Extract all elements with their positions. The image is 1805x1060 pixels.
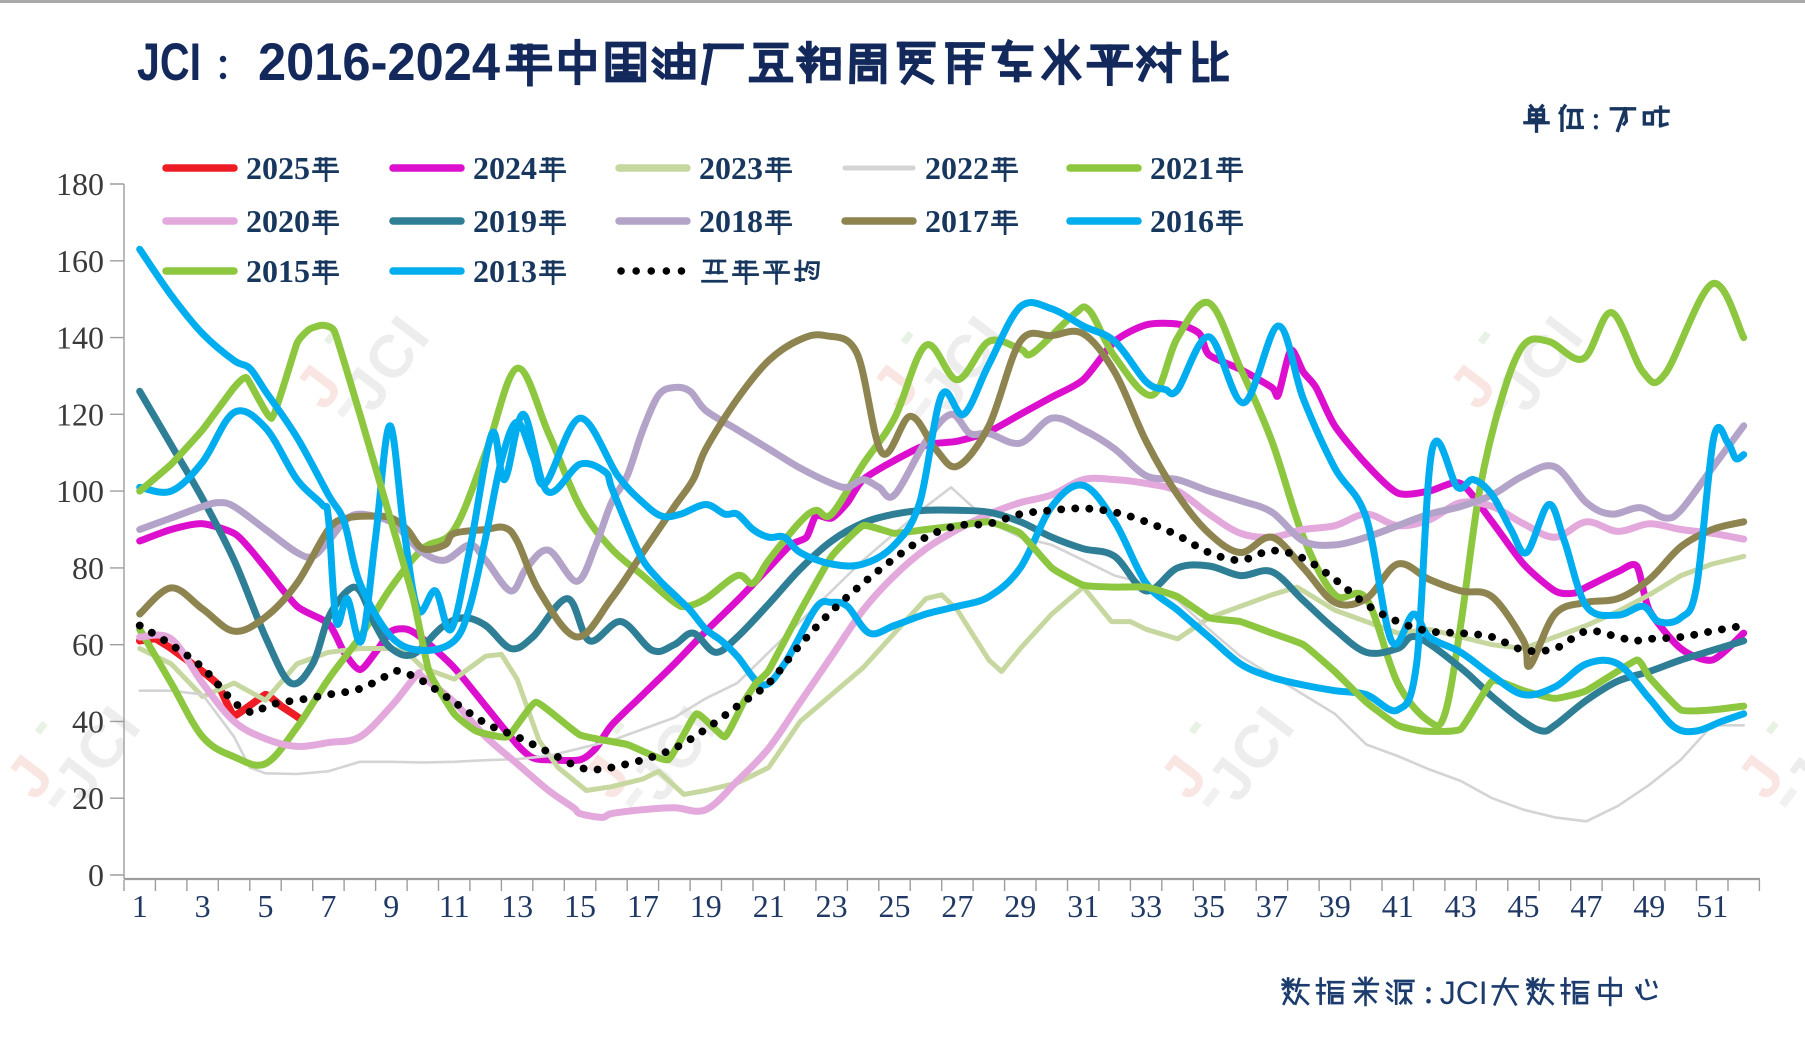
svg-text:2015: 2015 bbox=[246, 253, 310, 289]
svg-text:35: 35 bbox=[1193, 888, 1225, 924]
svg-text:180: 180 bbox=[56, 166, 104, 202]
svg-text:21: 21 bbox=[753, 888, 785, 924]
svg-text:100: 100 bbox=[56, 473, 104, 509]
svg-text:11: 11 bbox=[439, 888, 470, 924]
svg-text:47: 47 bbox=[1570, 888, 1602, 924]
svg-text:49: 49 bbox=[1633, 888, 1665, 924]
svg-text:25: 25 bbox=[879, 888, 911, 924]
svg-text:41: 41 bbox=[1382, 888, 1414, 924]
svg-text:2025: 2025 bbox=[246, 150, 310, 186]
svg-text:37: 37 bbox=[1256, 888, 1288, 924]
svg-text:15: 15 bbox=[564, 888, 596, 924]
svg-text:45: 45 bbox=[1508, 888, 1540, 924]
svg-text:2013: 2013 bbox=[473, 253, 537, 289]
svg-text:20: 20 bbox=[72, 780, 104, 816]
svg-text:19: 19 bbox=[690, 888, 722, 924]
svg-text:2021: 2021 bbox=[1150, 150, 1214, 186]
svg-text:3: 3 bbox=[195, 888, 211, 924]
svg-text:1: 1 bbox=[132, 888, 148, 924]
svg-text:5: 5 bbox=[258, 888, 274, 924]
svg-text:2017: 2017 bbox=[925, 203, 989, 239]
svg-text:2023: 2023 bbox=[699, 150, 763, 186]
svg-text:39: 39 bbox=[1319, 888, 1351, 924]
svg-text:43: 43 bbox=[1445, 888, 1477, 924]
svg-text:51: 51 bbox=[1696, 888, 1728, 924]
svg-text:0: 0 bbox=[88, 857, 104, 893]
svg-text:23: 23 bbox=[816, 888, 848, 924]
svg-text:120: 120 bbox=[56, 396, 104, 432]
svg-text:2018: 2018 bbox=[699, 203, 763, 239]
svg-text:13: 13 bbox=[501, 888, 533, 924]
svg-text:JCI: JCI bbox=[137, 33, 201, 92]
svg-text:2016: 2016 bbox=[1150, 203, 1214, 239]
svg-text:60: 60 bbox=[72, 627, 104, 663]
svg-text:9: 9 bbox=[383, 888, 399, 924]
svg-text:80: 80 bbox=[72, 550, 104, 586]
svg-text:2019: 2019 bbox=[473, 203, 537, 239]
svg-text:33: 33 bbox=[1130, 888, 1162, 924]
svg-text:160: 160 bbox=[56, 243, 104, 279]
svg-text:29: 29 bbox=[1004, 888, 1036, 924]
svg-text:40: 40 bbox=[72, 703, 104, 739]
svg-text:2022: 2022 bbox=[925, 150, 989, 186]
svg-text:2024: 2024 bbox=[473, 150, 537, 186]
svg-text:27: 27 bbox=[941, 888, 973, 924]
svg-text:2016-2024: 2016-2024 bbox=[258, 33, 500, 92]
svg-text:7: 7 bbox=[320, 888, 336, 924]
svg-text:31: 31 bbox=[1067, 888, 1099, 924]
svg-text:17: 17 bbox=[627, 888, 659, 924]
svg-text:JCI: JCI bbox=[1440, 975, 1488, 1011]
svg-text:140: 140 bbox=[56, 320, 104, 356]
svg-text:2020: 2020 bbox=[246, 203, 310, 239]
